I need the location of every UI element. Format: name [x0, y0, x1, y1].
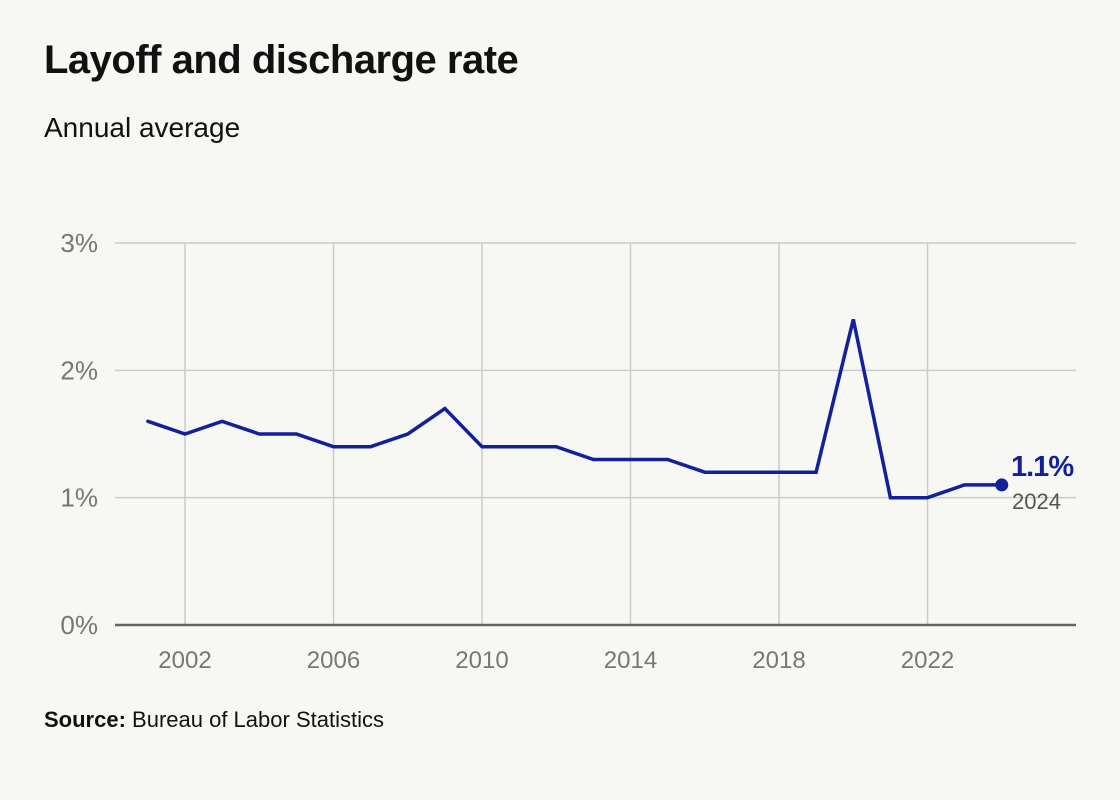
end-value-label: 1.1% [1011, 451, 1074, 483]
y-tick-label: 0% [60, 610, 98, 640]
source-label: Source: [44, 707, 126, 732]
series-line [146, 318, 1004, 500]
chart-title: Layoff and discharge rate [44, 38, 519, 82]
y-tick-label: 2% [60, 355, 98, 385]
y-tick-label: 1% [60, 483, 98, 513]
x-tick-label: 2002 [158, 647, 211, 674]
series [146, 318, 1009, 500]
x-tick-label: 2010 [455, 647, 508, 674]
labels: 0% 1% 2% 3% 2002 2006 2010 2014 2018 2022 1.1% 2024 [60, 228, 1075, 674]
grid-lines [115, 242, 1076, 625]
x-tick-label: 2022 [901, 647, 954, 674]
source-text: Bureau of Labor Statistics [132, 707, 384, 732]
y-tick-label: 3% [60, 228, 98, 258]
source-note: Source: Bureau of Labor Statistics [44, 707, 384, 733]
x-tick-label: 2018 [752, 647, 805, 674]
x-tick-label: 2014 [604, 647, 657, 674]
line-chart: 0% 1% 2% 3% 2002 2006 2010 2014 2018 2022 1.1% 2024 [60, 228, 1076, 674]
end-point-marker [995, 478, 1009, 492]
chart-subtitle: Annual average [44, 112, 241, 143]
end-year-label: 2024 [1012, 489, 1061, 514]
x-tick-label: 2006 [307, 647, 360, 674]
